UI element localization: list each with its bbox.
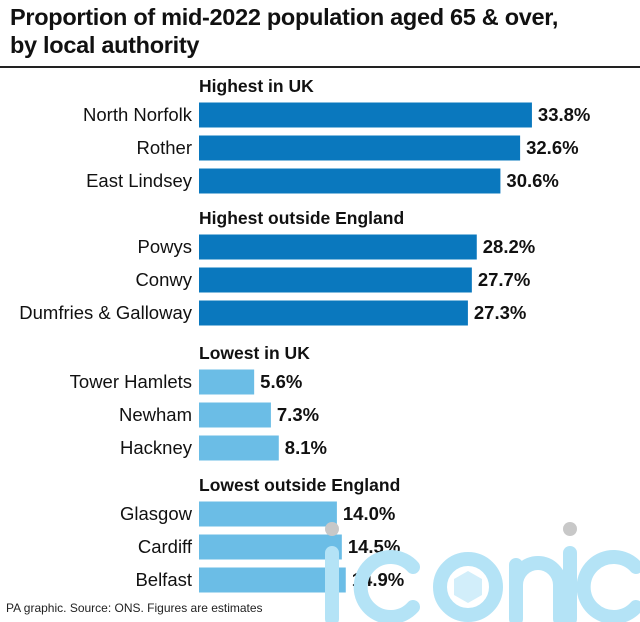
bar <box>199 402 271 428</box>
category-label: Dumfries & Galloway <box>19 302 192 323</box>
value-label: 33.8% <box>538 104 590 125</box>
group-header: Highest in UK <box>199 76 314 96</box>
category-label: Belfast <box>135 569 192 590</box>
value-label: 27.7% <box>478 269 530 290</box>
category-label: Glasgow <box>120 503 193 524</box>
category-label: East Lindsey <box>86 170 193 191</box>
value-label: 30.6% <box>506 170 558 191</box>
group-header: Highest outside England <box>199 208 404 228</box>
value-label: 5.6% <box>260 371 302 392</box>
iconic-watermark-logo <box>325 522 640 622</box>
group-header: Lowest outside England <box>199 475 400 495</box>
category-label: Hackney <box>120 437 193 458</box>
value-label: 27.3% <box>474 302 526 323</box>
bar <box>199 300 468 326</box>
watermark-lettering <box>325 546 640 622</box>
category-label: Conwy <box>135 269 192 290</box>
bar <box>199 369 255 395</box>
bar <box>199 567 346 593</box>
category-label: Tower Hamlets <box>70 371 192 392</box>
bar <box>199 234 477 260</box>
value-label: 32.6% <box>526 137 578 158</box>
category-label: Powys <box>138 236 193 257</box>
watermark-dot-icon <box>563 522 577 536</box>
watermark-dot-icon <box>325 522 339 536</box>
category-label: North Norfolk <box>83 104 193 125</box>
bar <box>199 435 279 461</box>
chart-title-line-1: Proportion of mid-2022 population aged 6… <box>10 4 559 30</box>
category-label: Rother <box>136 137 192 158</box>
category-label: Newham <box>119 404 192 425</box>
source-note: PA graphic. Source: ONS. Figures are est… <box>6 601 263 615</box>
value-label: 7.3% <box>277 404 319 425</box>
value-label: 8.1% <box>285 437 327 458</box>
chart-title-line-2: by local authority <box>10 32 200 58</box>
bar <box>199 135 521 161</box>
chart-title: Proportion of mid-2022 population aged 6… <box>10 3 635 59</box>
bar <box>199 168 501 194</box>
group-header: Lowest in UK <box>199 343 310 363</box>
title-divider <box>0 66 640 68</box>
category-label: Cardiff <box>138 536 193 557</box>
bar <box>199 267 472 293</box>
bar-chart: Highest in UK North Norfolk 33.8% Rother 32.… <box>19 76 590 593</box>
bar <box>199 534 342 560</box>
bar <box>199 501 337 527</box>
value-label: 14.0% <box>343 503 395 524</box>
value-label: 28.2% <box>483 236 535 257</box>
bar <box>199 102 532 128</box>
